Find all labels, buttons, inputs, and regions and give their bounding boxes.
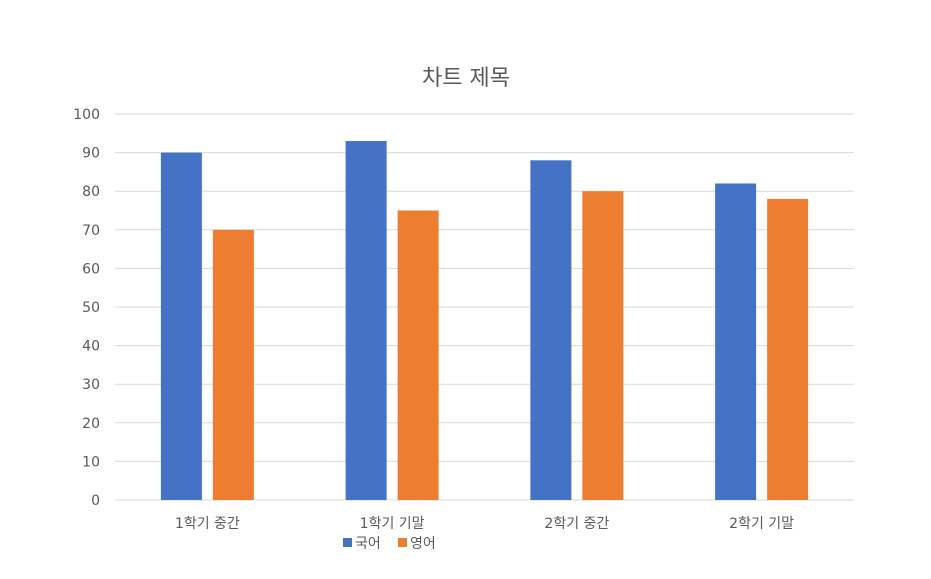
x-category-label: 1학기 기말	[360, 516, 425, 532]
legend-swatch	[343, 538, 352, 547]
y-tick-label: 50	[82, 300, 100, 316]
bar-korean	[530, 160, 572, 500]
legend-item: 영어	[398, 536, 436, 552]
x-category-label: 2학기 기말	[729, 516, 794, 532]
y-tick-label: 20	[82, 416, 100, 432]
chart-title: 차트 제목	[422, 66, 510, 91]
legend-swatch	[398, 538, 407, 547]
bar-english	[397, 210, 439, 500]
legend-item: 국어	[343, 536, 381, 552]
bar-korean	[160, 152, 202, 500]
legend: 국어 영어	[343, 536, 436, 552]
legend-label: 영어	[410, 536, 436, 552]
y-tick-label: 0	[91, 493, 100, 509]
bar-korean	[715, 183, 757, 501]
y-axis-ticks: 0 10 20 30 40 50 60 70 80 90 100	[73, 107, 100, 509]
bar-korean	[345, 141, 387, 500]
y-tick-label: 90	[82, 146, 100, 162]
bar-english	[582, 191, 624, 500]
x-category-label: 1학기 중간	[175, 516, 240, 532]
y-tick-label: 10	[82, 454, 100, 470]
y-tick-label: 60	[82, 261, 100, 277]
y-tick-label: 70	[82, 223, 100, 239]
x-category-label: 2학기 중간	[544, 516, 609, 532]
y-tick-label: 40	[82, 339, 100, 355]
y-tick-label: 30	[82, 377, 100, 393]
y-tick-label: 100	[73, 107, 100, 123]
bar-english	[212, 229, 254, 501]
bar-english	[767, 198, 809, 501]
legend-label: 국어	[355, 536, 381, 552]
x-axis-categories: 1학기 중간 1학기 기말 2학기 중간 2학기 기말	[175, 516, 794, 532]
bars	[160, 141, 809, 501]
y-tick-label: 80	[82, 184, 100, 200]
